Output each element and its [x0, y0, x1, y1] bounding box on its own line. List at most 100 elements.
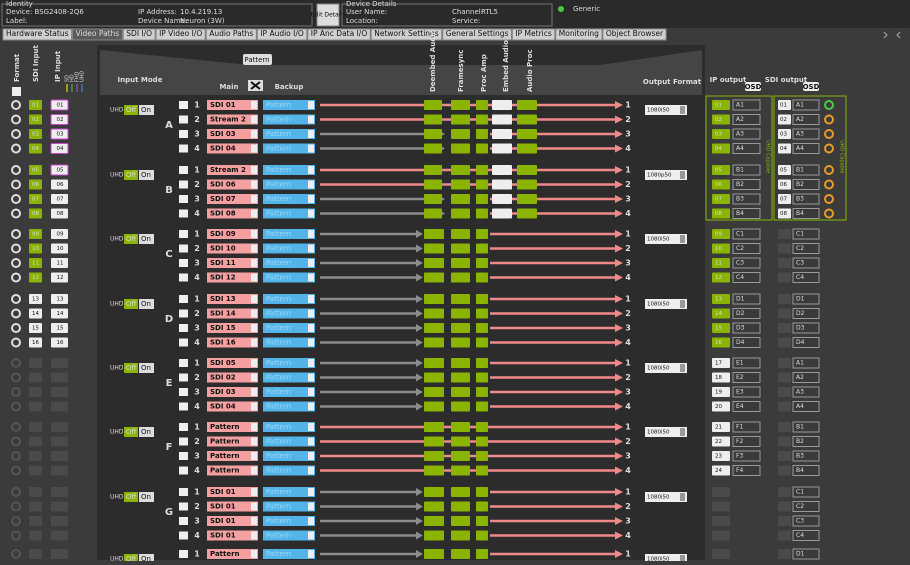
mode-on[interactable]	[139, 234, 154, 244]
main-source[interactable]	[207, 465, 258, 476]
edit-button-label[interactable]: Edit Details	[311, 12, 345, 19]
osd-ring[interactable]	[824, 194, 834, 204]
lock[interactable]	[179, 195, 188, 203]
main-source[interactable]	[207, 294, 258, 304]
processing-block[interactable]	[492, 129, 512, 139]
sdi-output[interactable]	[778, 129, 791, 139]
lock[interactable]	[179, 423, 188, 431]
main-source[interactable]	[207, 243, 258, 254]
osd-ring[interactable]	[824, 165, 834, 175]
pattern-button-label[interactable]: Pattern	[244, 56, 269, 64]
processing-block[interactable]	[476, 337, 488, 348]
sdi-output[interactable]	[778, 530, 791, 541]
ip-input[interactable]	[50, 143, 69, 154]
main-source-label[interactable]: SDI 01	[210, 101, 236, 109]
sdi-input[interactable]	[29, 549, 42, 559]
format-ring[interactable]	[11, 465, 21, 476]
backup-source[interactable]	[263, 229, 315, 239]
backup-toggle[interactable]	[308, 273, 314, 282]
processing-block[interactable]	[517, 179, 537, 190]
ip-input[interactable]	[51, 516, 68, 526]
main-toggle[interactable]	[251, 115, 257, 124]
processing-block[interactable]	[424, 294, 444, 304]
format-value[interactable]: 1080i50	[647, 108, 670, 114]
main-source[interactable]	[207, 487, 258, 497]
format-value[interactable]: 1080i50	[647, 366, 670, 372]
tab-label[interactable]: Monitoring	[559, 29, 599, 38]
ip-input[interactable]	[50, 114, 69, 125]
sdi-output[interactable]	[778, 114, 791, 125]
tab-label[interactable]: Object Browser	[606, 29, 664, 38]
lock[interactable]	[179, 388, 188, 396]
processing-block[interactable]	[517, 165, 537, 175]
backup-source-label[interactable]: Pattern	[266, 388, 291, 396]
main-toggle[interactable]	[251, 517, 257, 525]
lock[interactable]	[179, 452, 188, 460]
processing-block[interactable]	[476, 114, 488, 125]
lock[interactable]	[179, 295, 188, 303]
backup-source-label[interactable]: Pattern	[266, 274, 291, 282]
mode-off[interactable]	[124, 234, 138, 244]
format-ring[interactable]	[11, 516, 21, 526]
backup-toggle[interactable]	[308, 324, 314, 332]
processing-block[interactable]	[451, 129, 470, 139]
processing-block[interactable]	[476, 165, 488, 175]
main-toggle[interactable]	[251, 295, 257, 303]
tab-label[interactable]: Video Paths	[76, 29, 120, 38]
lock[interactable]	[179, 437, 188, 446]
sdi-input[interactable]	[29, 501, 42, 512]
main-toggle[interactable]	[251, 466, 257, 475]
main-toggle[interactable]	[251, 324, 257, 332]
backup-toggle[interactable]	[308, 166, 314, 174]
processing-block[interactable]	[424, 487, 444, 497]
processing-block[interactable]	[476, 372, 488, 383]
main-source-label[interactable]: SDI 11	[210, 259, 236, 267]
format-ring[interactable]	[11, 165, 21, 175]
ip-output[interactable]	[712, 308, 730, 319]
mode-on[interactable]	[139, 299, 154, 309]
lock[interactable]	[179, 531, 188, 540]
processing-block[interactable]	[476, 100, 488, 110]
ip-input[interactable]	[51, 308, 68, 319]
main-source-label[interactable]: SDI 03	[210, 388, 236, 396]
main-toggle[interactable]	[251, 488, 257, 496]
mode-off-label[interactable]: Off	[126, 428, 137, 436]
backup-toggle[interactable]	[308, 230, 314, 238]
processing-block[interactable]	[517, 129, 537, 139]
ip-output[interactable]	[712, 114, 730, 125]
processing-block[interactable]	[424, 323, 444, 333]
processing-block[interactable]	[476, 194, 488, 204]
main-toggle[interactable]	[251, 550, 257, 558]
sdi-output[interactable]	[778, 422, 791, 432]
main-toggle[interactable]	[251, 195, 257, 203]
mode-on-label[interactable]: On	[141, 300, 151, 308]
processing-block[interactable]	[451, 308, 470, 319]
lock[interactable]	[179, 130, 188, 138]
main-toggle[interactable]	[251, 309, 257, 318]
ip-output[interactable]	[712, 208, 730, 219]
main-source-label[interactable]: SDI 16	[210, 339, 236, 347]
lock[interactable]	[179, 244, 188, 253]
processing-block[interactable]	[424, 308, 444, 319]
tab-label[interactable]: IP Video I/O	[159, 29, 202, 38]
sdi-output[interactable]	[778, 100, 791, 110]
mode-off-label[interactable]: Off	[126, 235, 137, 243]
tab[interactable]	[155, 28, 206, 41]
processing-block[interactable]	[424, 436, 444, 447]
format-ring[interactable]	[11, 530, 21, 541]
backup-source-label[interactable]: Pattern	[266, 181, 291, 189]
mode-off-label[interactable]: Off	[126, 106, 137, 114]
ip-input[interactable]	[51, 229, 68, 239]
backup-source[interactable]	[263, 401, 315, 412]
processing-block[interactable]	[451, 549, 470, 559]
format-ring[interactable]	[11, 208, 21, 219]
format-ring[interactable]	[11, 294, 21, 304]
format-ring[interactable]	[11, 549, 21, 559]
processing-block[interactable]	[476, 129, 488, 139]
ip-input[interactable]	[51, 372, 68, 383]
main-source-label[interactable]: SDI 12	[210, 274, 236, 282]
sdi-input[interactable]	[29, 243, 42, 254]
backup-source[interactable]	[263, 100, 315, 110]
backup-source-label[interactable]: Pattern	[266, 359, 291, 367]
main-source-label[interactable]: Pattern	[210, 550, 240, 558]
